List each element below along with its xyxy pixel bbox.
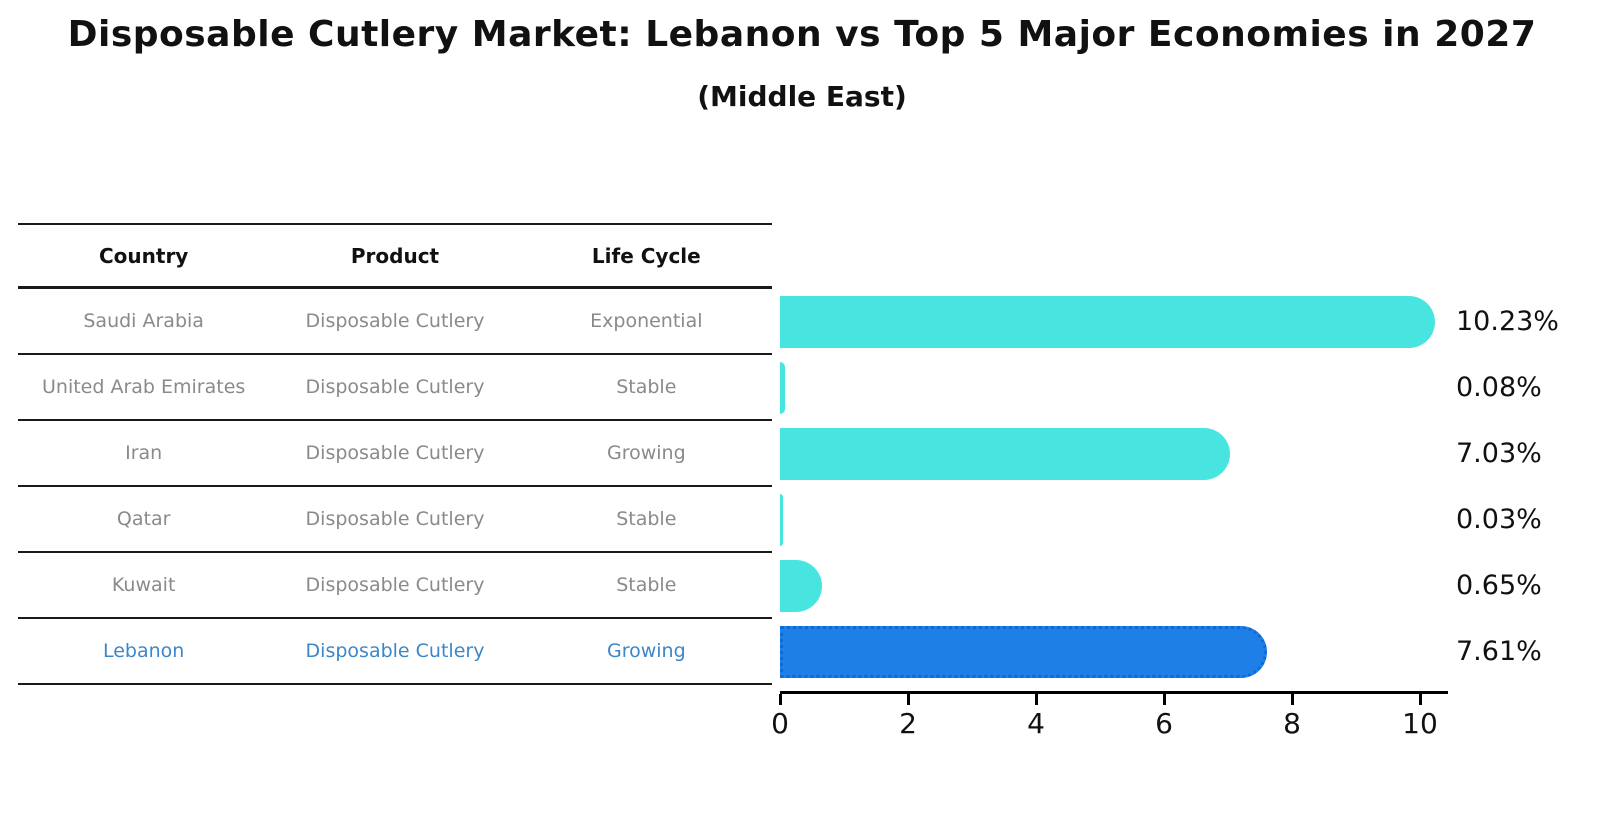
bar-band [780,553,1480,619]
cell-country: Iran [125,442,163,464]
cell-country: Qatar [116,508,171,530]
value-label-lebanon: 7.61% [1456,636,1542,667]
bar-lebanon-highlighted [780,626,1268,678]
table-row: Iran Disposable Cutlery Growing [18,421,772,487]
bar-united-arab-emirates [780,362,786,414]
bar-qatar [780,494,783,546]
bar-band [780,619,1480,685]
table-header-row: Country Product Life Cycle [18,223,772,289]
column-header-country: Country [98,243,189,268]
bar-saudi-arabia [780,296,1435,348]
cell-life-cycle: Growing [606,442,686,464]
cell-life-cycle: Growing [606,640,686,662]
value-label-kuwait: 0.65% [1456,570,1542,601]
column-header-life-cycle: Life Cycle [591,243,701,268]
table-row: United Arab Emirates Disposable Cutlery … [18,355,772,421]
table-row: Kuwait Disposable Cutlery Stable [18,553,772,619]
table-row: Saudi Arabia Disposable Cutlery Exponent… [18,289,772,355]
cell-product: Disposable Cutlery [305,376,485,398]
cell-life-cycle: Stable [616,508,677,530]
value-label-iran: 7.03% [1456,438,1542,469]
value-label-qatar: 0.03% [1456,504,1542,535]
bar-iran [780,428,1230,480]
cell-country: Lebanon [102,640,185,662]
x-axis-tick [1419,694,1422,705]
cell-product: Disposable Cutlery [305,508,485,530]
cell-country: Kuwait [111,574,176,596]
table-row-lebanon: Lebanon Disposable Cutlery Growing [18,619,772,685]
bar-band [780,289,1480,355]
bar-band [780,355,1480,421]
cell-country: Saudi Arabia [83,310,204,332]
x-axis-tick [1291,694,1294,705]
bar-kuwait [780,560,822,612]
x-axis-tick-label: 2 [899,707,917,740]
x-axis-tick [1035,694,1038,705]
x-axis-tick-label: 6 [1155,707,1173,740]
value-label-united-arab-emirates: 0.08% [1456,372,1542,403]
cell-life-cycle: Stable [616,574,677,596]
x-axis-line [780,691,1448,694]
bar-plot-area: 0 2 4 6 8 10 [771,289,1480,740]
column-header-product: Product [350,243,440,268]
x-axis-tick-label: 0 [771,707,789,740]
cell-product: Disposable Cutlery [305,574,485,596]
chart-subtitle: (Middle East) [697,80,907,113]
x-axis-tick-label: 10 [1402,707,1438,740]
cell-product: Disposable Cutlery [305,310,485,332]
comparison-table: Country Product Life Cycle Saudi Arabia … [18,223,772,685]
value-label-saudi-arabia: 10.23% [1456,306,1559,337]
cell-country: United Arab Emirates [42,376,246,398]
x-axis-tick [779,694,782,705]
bar-band [780,487,1480,553]
bar-band [780,421,1480,487]
cell-product: Disposable Cutlery [305,442,485,464]
x-axis-tick [907,694,910,705]
cell-life-cycle: Stable [616,376,677,398]
chart-title: Disposable Cutlery Market: Lebanon vs To… [67,14,1537,55]
x-axis-tick-label: 4 [1027,707,1045,740]
cell-life-cycle: Exponential [590,310,703,332]
cell-product: Disposable Cutlery [305,640,485,662]
x-axis-tick [1163,694,1166,705]
x-axis-tick-label: 8 [1283,707,1301,740]
table-row: Qatar Disposable Cutlery Stable [18,487,772,553]
